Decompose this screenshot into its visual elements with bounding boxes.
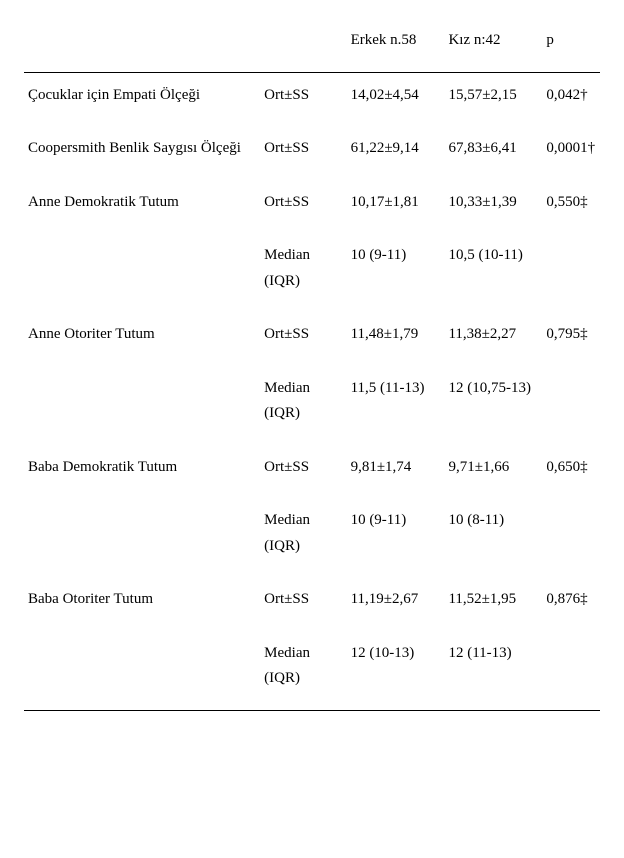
row-stat: Ort±SS bbox=[260, 72, 346, 126]
row-female: 10,33±1,39 bbox=[444, 180, 542, 234]
row-label: Baba Otoriter Tutum bbox=[24, 577, 260, 631]
table-row: Median (IQR) 10 (9-11) 10 (8-11) bbox=[24, 498, 600, 577]
table-row: Baba Demokratik Tutum Ort±SS 9,81±1,74 9… bbox=[24, 445, 600, 499]
row-male: 14,02±4,54 bbox=[347, 72, 445, 126]
row-p: 0,795‡ bbox=[542, 312, 600, 366]
row-female: 67,83±6,41 bbox=[444, 126, 542, 180]
row-male: 11,48±1,79 bbox=[347, 312, 445, 366]
row-female: 12 (11-13) bbox=[444, 631, 542, 711]
row-female: 11,38±2,27 bbox=[444, 312, 542, 366]
row-p: 0,0001† bbox=[542, 126, 600, 180]
row-p: 0,876‡ bbox=[542, 577, 600, 631]
row-label: Anne Otoriter Tutum bbox=[24, 312, 260, 366]
row-stat: Ort±SS bbox=[260, 577, 346, 631]
header-p: p bbox=[542, 20, 600, 72]
row-stat: Median (IQR) bbox=[260, 233, 346, 312]
row-male: 10,17±1,81 bbox=[347, 180, 445, 234]
row-p bbox=[542, 233, 600, 312]
row-female: 11,52±1,95 bbox=[444, 577, 542, 631]
row-label bbox=[24, 631, 260, 711]
row-label: Coopersmith Benlik Saygısı Ölçeği bbox=[24, 126, 260, 180]
table-row: Baba Otoriter Tutum Ort±SS 11,19±2,67 11… bbox=[24, 577, 600, 631]
row-label: Anne Demokratik Tutum bbox=[24, 180, 260, 234]
row-label: Baba Demokratik Tutum bbox=[24, 445, 260, 499]
table-header: Erkek n.58 Kız n:42 p bbox=[24, 20, 600, 72]
stats-table: Erkek n.58 Kız n:42 p Çocuklar için Empa… bbox=[24, 20, 600, 711]
table-row: Median (IQR) 12 (10-13) 12 (11-13) bbox=[24, 631, 600, 711]
row-stat: Ort±SS bbox=[260, 126, 346, 180]
row-p: 0,650‡ bbox=[542, 445, 600, 499]
row-female: 10,5 (10-11) bbox=[444, 233, 542, 312]
row-female: 10 (8-11) bbox=[444, 498, 542, 577]
header-female: Kız n:42 bbox=[444, 20, 542, 72]
row-p: 0,550‡ bbox=[542, 180, 600, 234]
row-stat: Median (IQR) bbox=[260, 631, 346, 711]
row-stat: Median (IQR) bbox=[260, 498, 346, 577]
row-label bbox=[24, 498, 260, 577]
row-male: 12 (10-13) bbox=[347, 631, 445, 711]
row-label bbox=[24, 233, 260, 312]
table-row: Median (IQR) 10 (9-11) 10,5 (10-11) bbox=[24, 233, 600, 312]
header-male: Erkek n.58 bbox=[347, 20, 445, 72]
row-stat: Ort±SS bbox=[260, 312, 346, 366]
row-male: 9,81±1,74 bbox=[347, 445, 445, 499]
row-stat: Ort±SS bbox=[260, 180, 346, 234]
table-row: Median (IQR) 11,5 (11-13) 12 (10,75-13) bbox=[24, 366, 600, 445]
row-stat: Median (IQR) bbox=[260, 366, 346, 445]
header-blank-1 bbox=[24, 20, 260, 72]
row-p bbox=[542, 366, 600, 445]
row-female: 12 (10,75-13) bbox=[444, 366, 542, 445]
row-stat: Ort±SS bbox=[260, 445, 346, 499]
table-row: Çocuklar için Empati Ölçeği Ort±SS 14,02… bbox=[24, 72, 600, 126]
table-row: Anne Demokratik Tutum Ort±SS 10,17±1,81 … bbox=[24, 180, 600, 234]
row-label bbox=[24, 366, 260, 445]
row-male: 11,5 (11-13) bbox=[347, 366, 445, 445]
table-body: Çocuklar için Empati Ölçeği Ort±SS 14,02… bbox=[24, 72, 600, 710]
table-row: Coopersmith Benlik Saygısı Ölçeği Ort±SS… bbox=[24, 126, 600, 180]
header-blank-2 bbox=[260, 20, 346, 72]
row-p bbox=[542, 498, 600, 577]
row-label: Çocuklar için Empati Ölçeği bbox=[24, 72, 260, 126]
table-row: Anne Otoriter Tutum Ort±SS 11,48±1,79 11… bbox=[24, 312, 600, 366]
row-male: 10 (9-11) bbox=[347, 498, 445, 577]
row-p: 0,042† bbox=[542, 72, 600, 126]
row-female: 15,57±2,15 bbox=[444, 72, 542, 126]
row-female: 9,71±1,66 bbox=[444, 445, 542, 499]
row-male: 61,22±9,14 bbox=[347, 126, 445, 180]
row-p bbox=[542, 631, 600, 711]
row-male: 11,19±2,67 bbox=[347, 577, 445, 631]
row-male: 10 (9-11) bbox=[347, 233, 445, 312]
